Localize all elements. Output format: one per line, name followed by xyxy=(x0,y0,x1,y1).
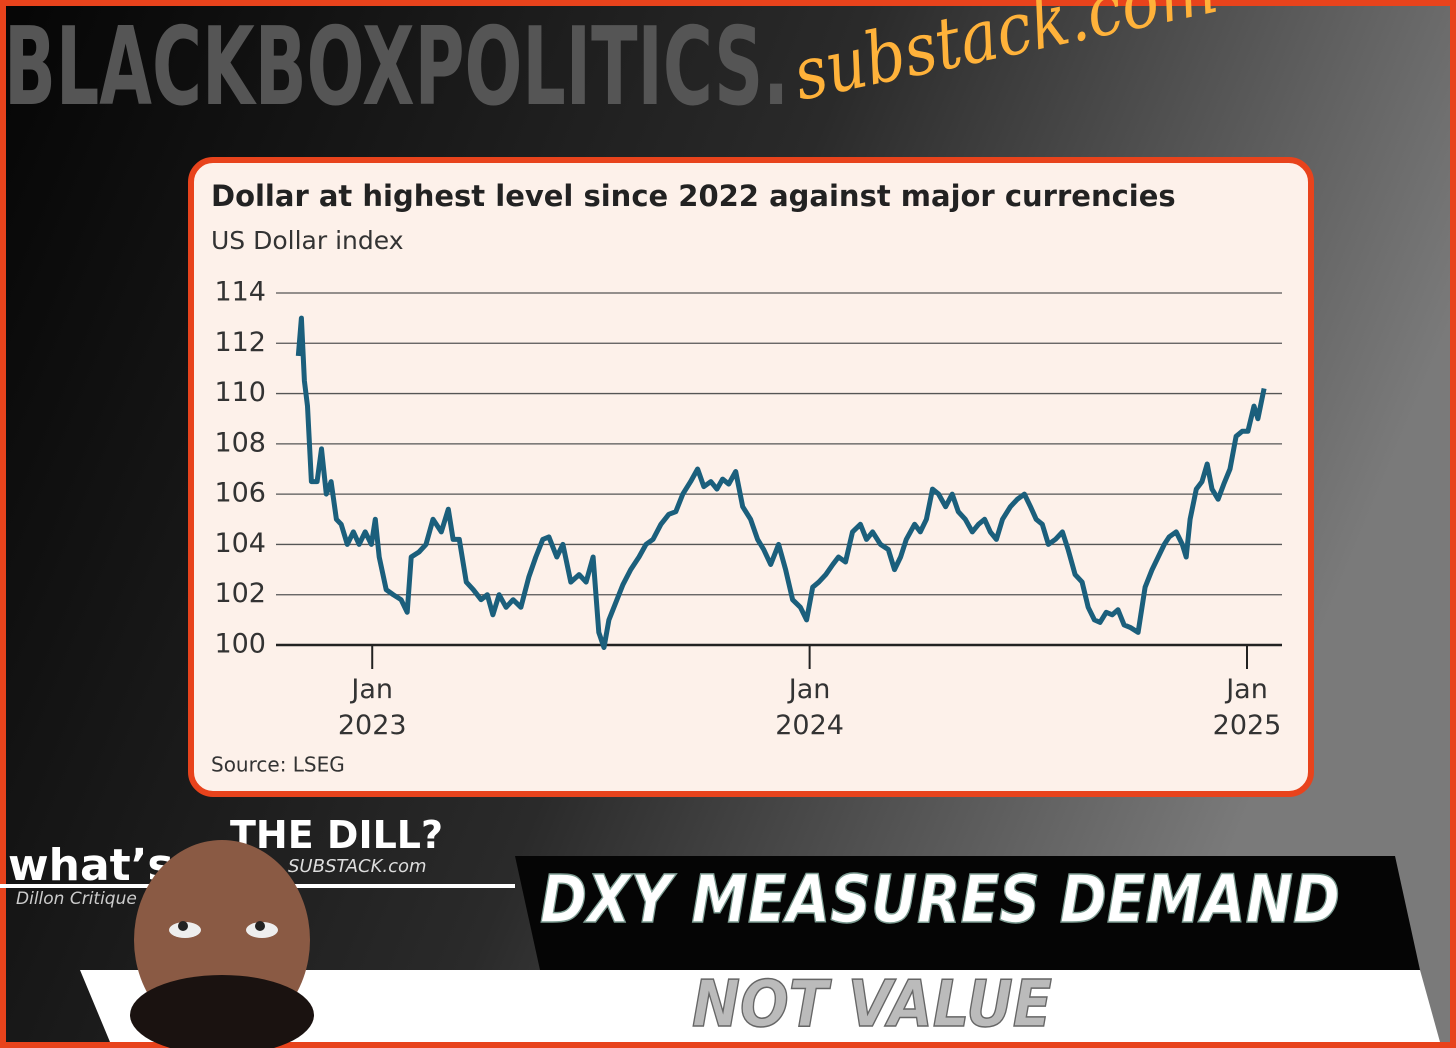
headline-line2: NOT VALUE xyxy=(692,968,1052,1042)
y-tick-label: 104 xyxy=(214,528,266,559)
banner-light xyxy=(80,970,1440,1042)
y-tick-label: 106 xyxy=(214,478,266,509)
headline-line1: DXY MEASURES DEMAND xyxy=(540,861,1340,938)
y-tick-label: 112 xyxy=(214,327,266,358)
portrait xyxy=(130,840,314,1048)
chart-subtitle: US Dollar index xyxy=(211,226,404,255)
banner-dark xyxy=(515,856,1420,970)
chart-source: Source: LSEG xyxy=(211,753,345,777)
logo-left: what’s xyxy=(8,840,174,891)
y-tick-label: 108 xyxy=(214,427,266,458)
site-name: BLACKBOXPOLITICS. xyxy=(4,5,789,130)
data-line xyxy=(295,315,1267,650)
logo-top: THE DILL? xyxy=(230,813,443,857)
chart-card xyxy=(188,157,1314,797)
x-tick-label: Jan 2024 xyxy=(775,674,844,741)
x-tick-label: Jan 2025 xyxy=(1213,674,1282,741)
chart-title: Dollar at highest level since 2022 again… xyxy=(211,179,1176,213)
y-tick-label: 114 xyxy=(214,277,266,308)
y-tick-label: 102 xyxy=(214,578,266,609)
y-tick-label: 110 xyxy=(214,377,266,408)
x-tick-label: Jan 2023 xyxy=(338,674,407,741)
y-tick-label: 100 xyxy=(214,629,266,660)
logo-sub: SUBSTACK.com xyxy=(288,856,427,877)
logo-author: Dillon Critique xyxy=(16,889,137,909)
plot: 100 102 104 106 108 110 112 114 Jan 2023 Jan 2024 Ja… xyxy=(214,277,1282,741)
